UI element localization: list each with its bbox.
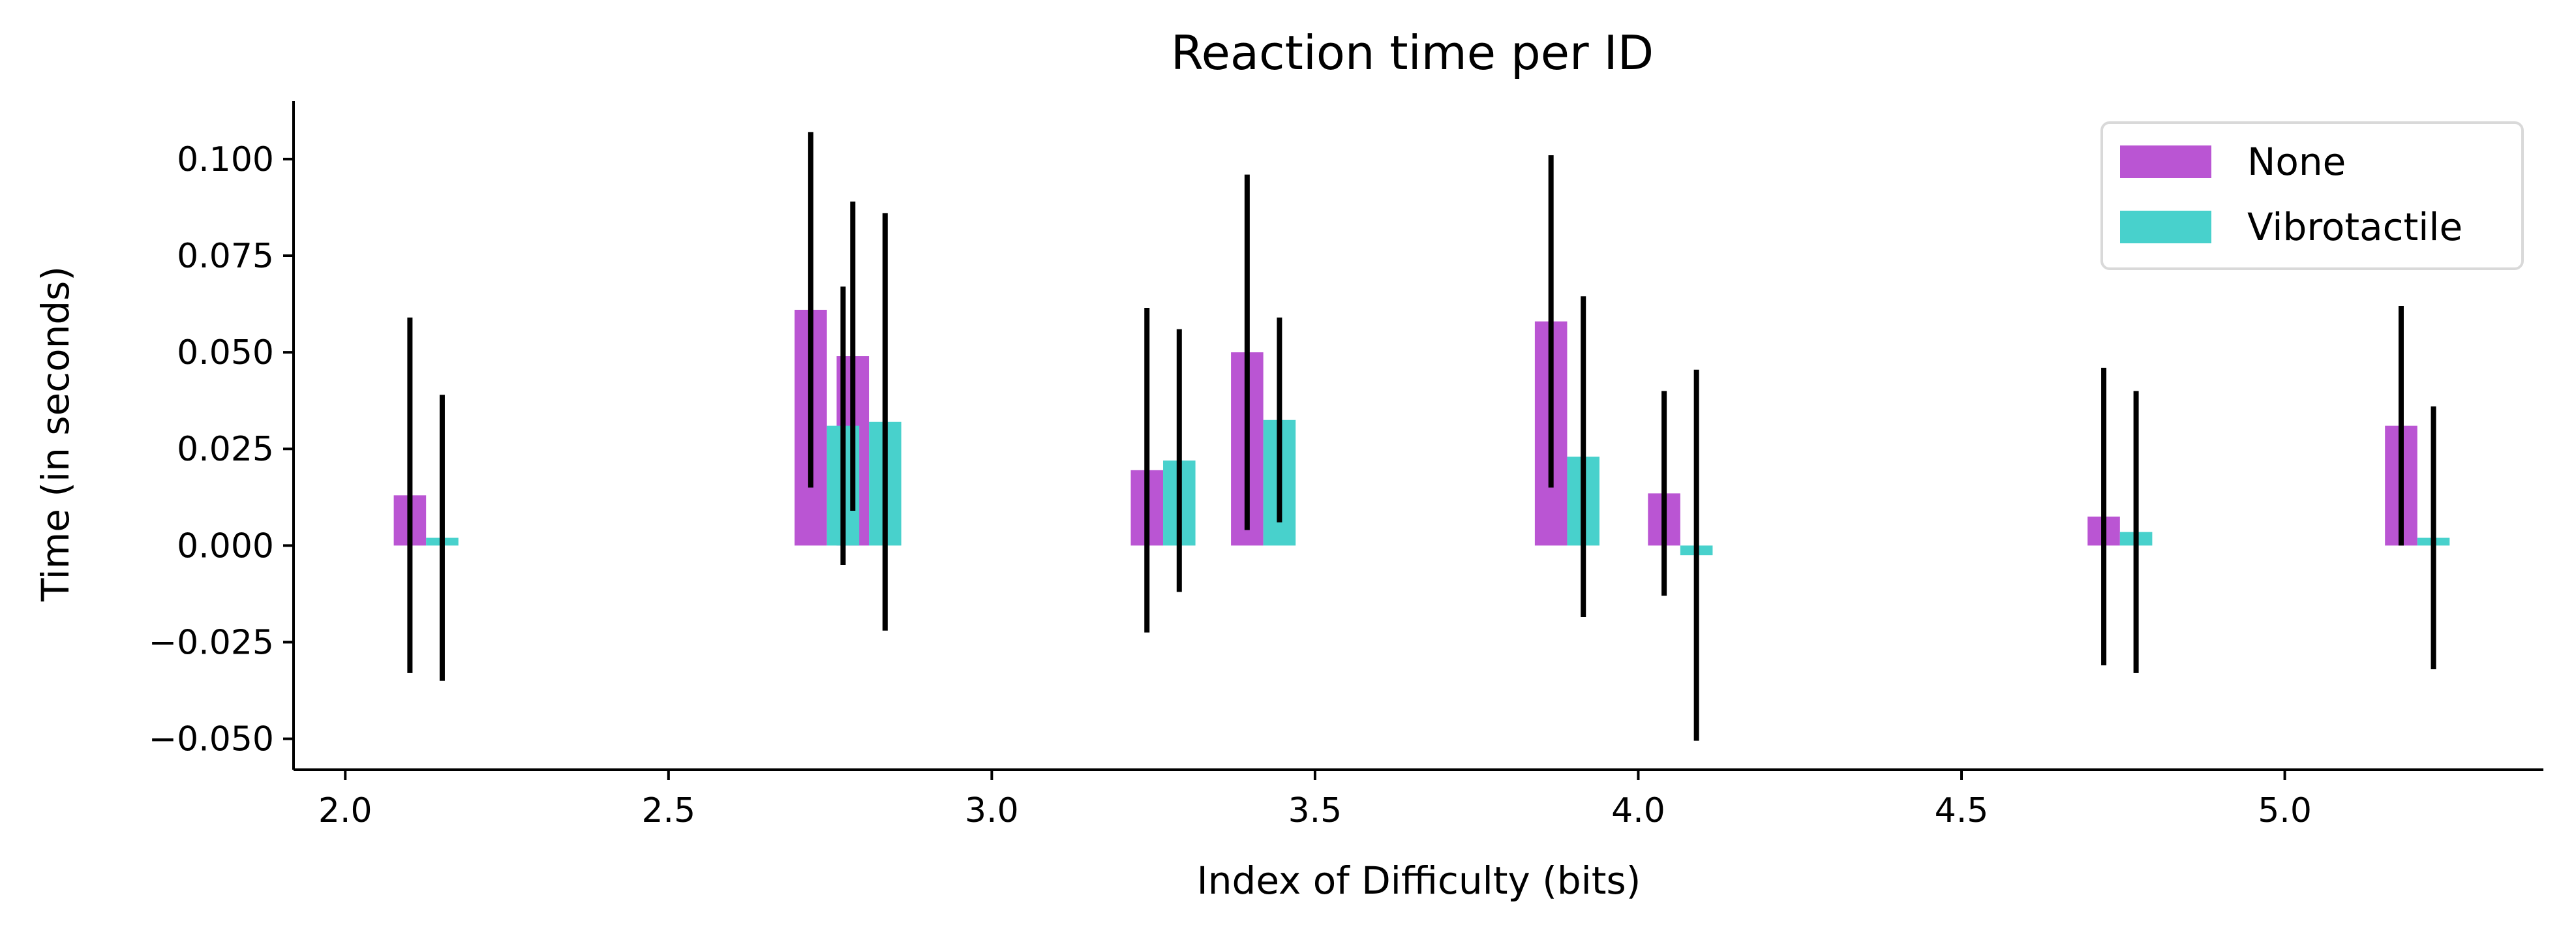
y-axis-title: Time (in seconds) bbox=[33, 266, 78, 602]
x-tick-label: 5.0 bbox=[2258, 791, 2312, 830]
x-axis-title: Index of Difficulty (bits) bbox=[1197, 858, 1641, 903]
x-tick-label: 4.0 bbox=[1611, 791, 1665, 830]
y-tick-label: 0.100 bbox=[177, 140, 274, 179]
x-tick-label: 2.0 bbox=[318, 791, 372, 830]
x-tick-label: 4.5 bbox=[1935, 791, 1989, 830]
y-tick-label: 0.075 bbox=[177, 237, 274, 276]
y-axis-ticks: −0.050 −0.025 0.000 0.025 0.050 0.075 0.100 bbox=[149, 140, 294, 759]
legend-label-vibrotactile: Vibrotactile bbox=[2247, 205, 2462, 249]
legend: None Vibrotactile bbox=[2100, 121, 2524, 270]
legend-swatch-vibrotactile bbox=[2120, 211, 2211, 243]
x-axis-ticks: 2.0 2.5 3.0 3.5 4.0 4.5 5.0 bbox=[318, 770, 2312, 830]
y-tick-label: −0.050 bbox=[149, 720, 274, 759]
error-bars-layer bbox=[407, 132, 2436, 741]
legend-label-none: None bbox=[2247, 140, 2346, 184]
legend-swatch-none bbox=[2120, 145, 2211, 178]
y-tick-label: −0.025 bbox=[149, 623, 274, 662]
x-tick-label: 2.5 bbox=[641, 791, 695, 830]
x-tick-label: 3.5 bbox=[1288, 791, 1342, 830]
y-tick-label: 0.050 bbox=[177, 333, 274, 372]
chart-title: Reaction time per ID bbox=[1171, 25, 1654, 80]
y-tick-label: 0.000 bbox=[177, 526, 274, 566]
y-tick-label: 0.025 bbox=[177, 430, 274, 469]
plot-area bbox=[393, 132, 2450, 741]
x-tick-label: 3.0 bbox=[965, 791, 1019, 830]
